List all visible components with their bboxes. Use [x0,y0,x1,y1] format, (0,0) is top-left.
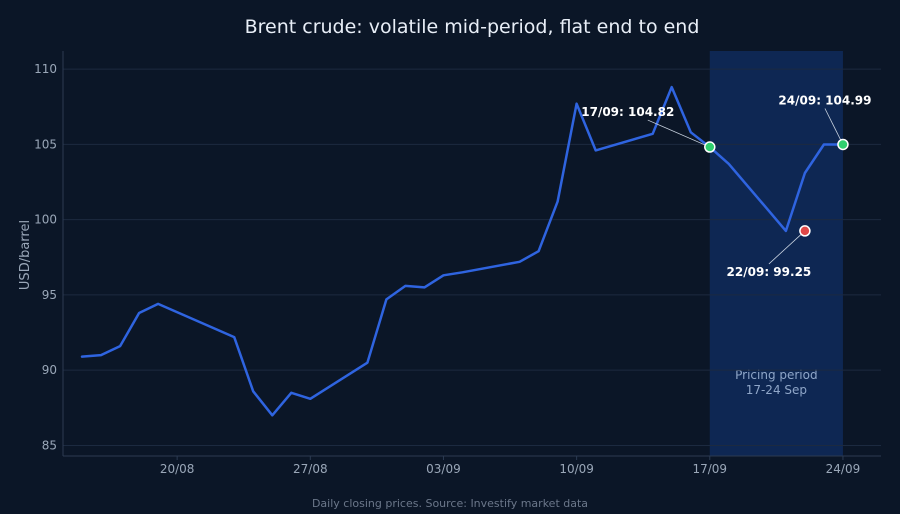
x-tick-label: 24/09 [826,462,861,476]
x-tick-label: 17/09 [692,462,727,476]
annotation-leader [768,230,806,265]
annotation-label: 24/09: 104.99 [778,93,871,107]
chart-title: Brent crude: volatile mid-period, flat e… [245,16,700,38]
y-tick-label: 105 [34,137,57,151]
pricing-period-band [709,51,843,456]
y-axis-label: USD/barrel [18,220,33,290]
x-tick-label: 03/09 [426,462,461,476]
y-tick-label: 90 [42,363,57,377]
annotation-marker [704,141,716,153]
x-tick-label: 27/08 [293,462,328,476]
axes: 85 90 95 100 105 110 20/08 27/08 03/09 10/09 17/09… [34,51,881,476]
y-tick-label: 110 [34,62,57,76]
annotation-marker [799,225,811,237]
annotation-label: 22/09: 99.25 [727,265,812,279]
annotation-marker [837,138,849,151]
chart-footer: Daily closing prices. Source: Investify … [312,497,588,510]
x-tick-label: 10/09 [559,462,594,476]
band-label-line2: 17-24 Sep [746,383,807,397]
annotation-label: 17/09: 104.82 [581,105,674,119]
grid [63,68,881,446]
annotation-leader [647,119,710,148]
band-label-line1: Pricing period [735,368,818,382]
y-tick-label: 85 [42,438,57,452]
annotation-leader [824,108,844,145]
annotations: 17/09: 104.82 22/09: 99.25 24/09: 104.99 [581,93,871,278]
y-tick-label: 100 [34,213,57,227]
y-tick-label: 95 [42,288,57,302]
x-tick-label: 20/08 [160,462,195,476]
